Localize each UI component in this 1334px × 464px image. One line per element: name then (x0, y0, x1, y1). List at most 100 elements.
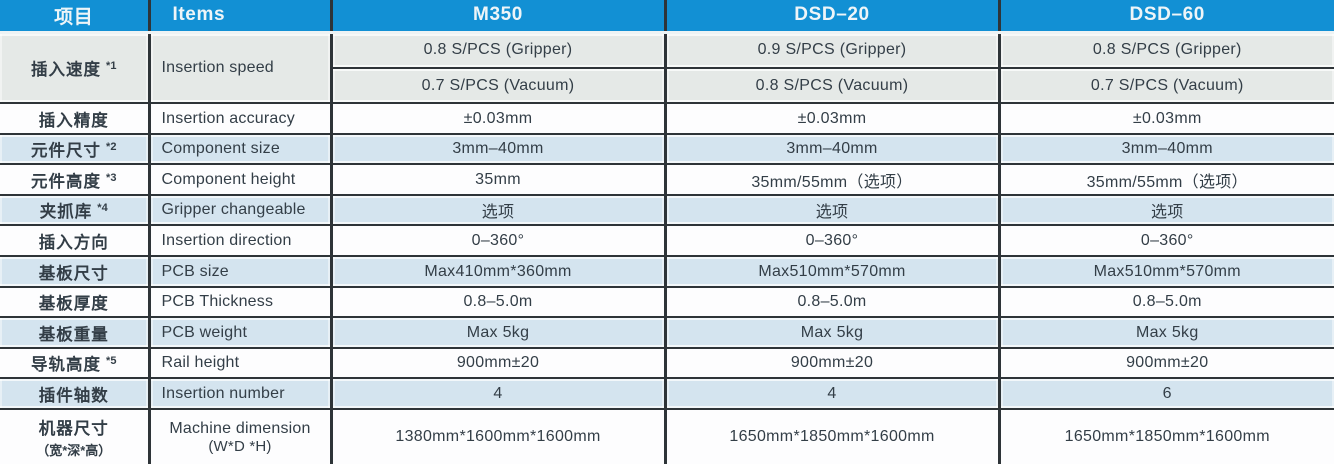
table-row: 导轨高度 *5 Rail height 900mm±20 900mm±20 900mm±2… (0, 347, 1334, 379)
row-label-zh-text: 插入速度 (31, 60, 102, 79)
table-row: 元件尺寸 *2 Component size 3mm–40mm 3mm–40mm 3mm–… (0, 133, 1334, 165)
value-cell-dsd20: 0–360° (663, 224, 1001, 257)
value-cell-dsd20: 900mm±20 (663, 347, 1001, 379)
row-label-en-text: Component height (161, 170, 296, 188)
table-row: 插入精度 Insertion accuracy ±0.03mm ±0.03mm ±0.0… (0, 102, 1334, 135)
row-label-en-text: Gripper changeable (161, 201, 306, 218)
value-cell-dsd20: 0.9 S/PCS (Gripper) (663, 31, 1001, 69)
value-cell-m350: 0–360° (329, 224, 667, 257)
value-cell-dsd60: 1650mm*1850mm*1600mm (997, 408, 1334, 464)
value-cell-dsd20: 0.8–5.0m (663, 286, 1001, 318)
value-cell-dsd20: 选项 (663, 194, 1001, 226)
row-label-en: Rail height (147, 347, 333, 379)
value-cell-dsd60: 3mm–40mm (997, 133, 1334, 165)
row-label-zh: 基板尺寸 (0, 255, 151, 288)
spec-table-body: 插入速度 *1 Insertion speed 0.8 S/PCS (Gripper)… (0, 31, 1334, 464)
value-cell-m350: 0.8–5.0m (329, 286, 667, 318)
row-label-zh: 基板重量 (0, 316, 151, 349)
value-cell-m350: 0.7 S/PCS (Vacuum) (329, 67, 667, 104)
table-row: 基板厚度 PCB Thickness 0.8–5.0m 0.8–5.0m 0.8–5.0… (0, 286, 1334, 318)
value-cell-m350: ±0.03mm (329, 102, 667, 135)
value-cell-dsd60: 6 (997, 377, 1334, 410)
table-row: 基板尺寸 PCB size Max410mm*360mm Max510mm*570mm… (0, 255, 1334, 288)
value-cell-dsd60: 0.8–5.0m (997, 286, 1334, 318)
row-label-zh: 基板厚度 (0, 286, 151, 318)
table-row: 机器尺寸 （宽*深*高） Machine dimension (W*D *H) 1380… (0, 408, 1334, 464)
value-cell-m350: 3mm–40mm (329, 133, 667, 165)
row-label-zh-text: 基板厚度 (38, 295, 109, 313)
value-cell-dsd60: 900mm±20 (997, 347, 1334, 379)
row-label-zh: 夹抓库 *4 (0, 194, 151, 226)
footnote-marker: *1 (106, 59, 117, 72)
row-label-en-text: Component size (161, 140, 280, 157)
row-label-zh: 元件高度 *3 (0, 163, 151, 196)
row-label-en-text: PCB weight (161, 323, 248, 341)
row-label-en-text: Machine dimension (169, 419, 311, 437)
row-label-zh-text: 元件尺寸 (31, 142, 102, 160)
row-label-en-text: Insertion direction (161, 231, 292, 249)
value-cell-m350: 900mm±20 (329, 347, 667, 379)
row-label-zh: 插入精度 (0, 102, 151, 135)
value-cell-dsd20: Max 5kg (663, 316, 1001, 349)
row-label-en-line2: (W*D *H) (208, 437, 272, 455)
footnote-marker: *2 (106, 141, 117, 153)
footnote-marker: *5 (106, 355, 117, 367)
value-cell-dsd60: 0.7 S/PCS (Vacuum) (997, 67, 1334, 104)
value-cell-m350: 选项 (329, 194, 667, 226)
header-row: 项目 Items M350 DSD–20 DSD–60 (0, 0, 1334, 34)
row-label-zh-text: 元件高度 (31, 172, 102, 191)
row-label-en: Component size (147, 133, 333, 165)
row-label-en: Component height (147, 163, 333, 196)
row-label-zh: 插入速度 *1 (0, 31, 151, 104)
row-label-zh: 机器尺寸 （宽*深*高） (0, 408, 151, 464)
value-cell-dsd20: 1650mm*1850mm*1600mm (663, 408, 1001, 464)
table-row: 插入速度 *1 Insertion speed 0.8 S/PCS (Gripper)… (0, 31, 1334, 104)
value-cell-dsd60: ±0.03mm (997, 102, 1334, 135)
table-row: 夹抓库 *4 Gripper changeable 选项 选项 选项 (0, 194, 1334, 226)
value-cell-m350: 4 (329, 377, 667, 410)
row-label-zh-line2: （宽*深*高） (36, 443, 112, 458)
value-cell-m350: Max 5kg (329, 316, 667, 349)
row-label-en: Gripper changeable (147, 194, 333, 226)
value-cell-dsd60: 选项 (997, 194, 1334, 226)
row-label-en: Machine dimension (W*D *H) (147, 408, 333, 464)
value-cell-m350: 1380mm*1600mm*1600mm (329, 408, 667, 464)
value-cell-dsd60: 0.8 S/PCS (Gripper) (997, 31, 1334, 69)
row-label-zh-text: 插件轴数 (38, 386, 109, 405)
value-cell-dsd20: 3mm–40mm (663, 133, 1001, 165)
row-label-zh-text: 导轨高度 (31, 356, 102, 374)
row-label-en: PCB weight (147, 316, 333, 349)
value-cell-dsd20: 4 (663, 377, 1001, 410)
row-label-zh: 元件尺寸 *2 (0, 133, 151, 165)
row-label-en-text: PCB Thickness (161, 293, 274, 310)
value-cell-dsd20: ±0.03mm (663, 102, 1001, 135)
table-row: 插入方向 Insertion direction 0–360° 0–360° 0–360… (0, 224, 1334, 257)
row-label-zh-text: 基板尺寸 (38, 264, 109, 283)
row-label-zh-text: 夹抓库 (39, 203, 93, 221)
value-cell-m350: Max410mm*360mm (329, 255, 667, 288)
value-cell-dsd20: 0.8 S/PCS (Vacuum) (663, 67, 1001, 104)
row-label-en: PCB size (147, 255, 333, 288)
value-cell-dsd20: 35mm/55mm（选项） (663, 163, 1001, 196)
row-label-en: PCB Thickness (147, 286, 333, 318)
value-cell-dsd60: 0–360° (997, 224, 1334, 257)
col-header-items-zh: 项目 (0, 0, 151, 34)
row-label-en-text: Rail height (161, 354, 240, 371)
table-row: 元件高度 *3 Component height 35mm 35mm/55mm（选项） 3… (0, 163, 1334, 196)
table-row: 0.7 S/PCS (Vacuum) 0.8 S/PCS (Vacuum) 0.7 … (0, 67, 1334, 104)
row-label-en: Insertion direction (147, 224, 333, 257)
row-label-zh-text: 机器尺寸 (38, 420, 109, 438)
row-label-en: Insertion accuracy (147, 102, 333, 135)
row-label-zh-text: 插入精度 (38, 111, 109, 130)
col-header-items-en: Items (147, 0, 333, 34)
row-label-en-text: Insertion number (161, 384, 285, 402)
row-label-zh: 插件轴数 (0, 377, 151, 410)
table-row: 基板重量 PCB weight Max 5kg Max 5kg Max 5kg (0, 316, 1334, 349)
value-cell-dsd60: Max510mm*570mm (997, 255, 1334, 288)
table-row: 插件轴数 Insertion number 4 4 6 (0, 377, 1334, 410)
row-label-en-text: PCB size (161, 262, 229, 280)
footnote-marker: *4 (97, 202, 108, 214)
value-cell-dsd60: Max 5kg (997, 316, 1334, 349)
col-header-m350: M350 (329, 0, 667, 34)
